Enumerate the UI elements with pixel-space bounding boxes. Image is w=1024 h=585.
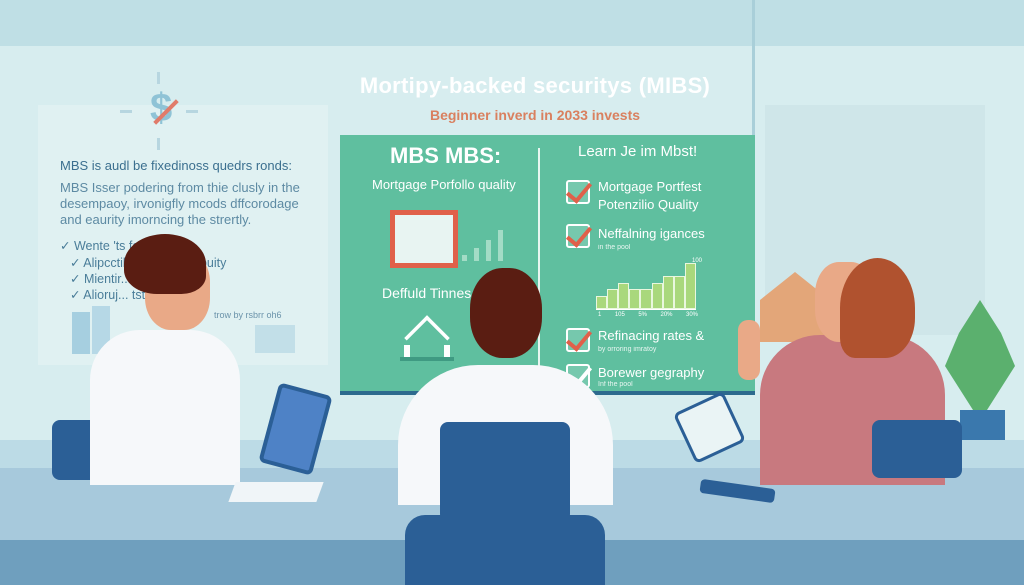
left-paragraph-line: and eaurity imorncing the strertly. [60,212,252,227]
bank-icon [398,315,456,361]
tick-label: 105 [614,312,625,318]
person-left [90,330,240,485]
mini-chart-top-label: 100 [692,258,703,264]
board-item-title: Potenzilio Quality [598,197,699,212]
tick-label: 30% [685,312,698,318]
board-right-heading: Learn Je im Mbst! [578,143,698,160]
board-divider [538,148,540,388]
chair [440,422,570,522]
board-item-title: Refinacing rates & [598,328,705,343]
mini-bar-chart [596,262,696,310]
tick-label: 5% [638,312,647,318]
board-item-sub: by orroring imratoy [598,346,657,353]
mini-chart-bar [673,276,685,309]
mini-chart-bar [629,289,641,309]
page-subtitle: Beginner inverd in 2033 invests [429,107,641,123]
tick-label: 1 [598,312,602,318]
checkbox-checked [566,180,590,204]
mini-chart-ticks: 1 105 5% 20% 30% [598,312,698,318]
left-caption: trow by rsbrr oh6 [214,310,282,320]
bar-icon [72,312,90,354]
grid-icon [255,325,295,353]
bar-icon [486,240,491,261]
bar-icon [462,255,467,261]
mini-chart-bar [651,282,663,309]
dollar-clock-icon: $ [120,72,200,152]
default-label: Deffuld Tinnes [382,285,472,301]
mini-chart-bar [662,276,674,309]
board-item-title: Neffalning igances [598,226,705,241]
bar-icon [498,230,503,261]
left-paragraph-line: MBS Isser podering from thie clusly in t… [60,180,300,195]
person-left-hair [124,234,206,294]
board-item-title: Mortgage Portfest [598,179,702,194]
chair-base [405,515,605,585]
person-right-hair [840,258,915,358]
page-title: Mortipy-backed securitys (MIBS) [359,73,711,98]
mini-chart-bar [596,295,608,309]
board-item-sub: Inf the pool [598,381,633,388]
portfolio-label: Mortgage Porfollo quality [372,177,516,192]
person-center-head [470,268,542,358]
board-item-title: Borewer gegraphy [598,365,705,380]
mini-chart-bar [640,289,652,309]
person-right-hand [738,320,760,380]
paper [228,482,324,502]
checkbox-checked [566,328,590,352]
checkbox-checked [566,224,590,248]
mini-chart-bar [618,282,630,309]
chair [872,420,962,478]
mini-chart-bar [684,263,696,309]
board-item-sub: in the pool [598,244,631,251]
left-paragraph-line: desempaoy, irvonigfly mcods dffcorodage [60,196,299,211]
top-wall-band [0,0,1024,46]
bar-icon [474,248,479,261]
tick-label: 20% [660,312,673,318]
left-heading: MBS is audl be fixedinoss quedrs ronds: [60,158,292,173]
house-icon [390,210,458,268]
board-left-heading: MBS MBS: [390,143,502,168]
mini-chart-bar [607,289,619,309]
